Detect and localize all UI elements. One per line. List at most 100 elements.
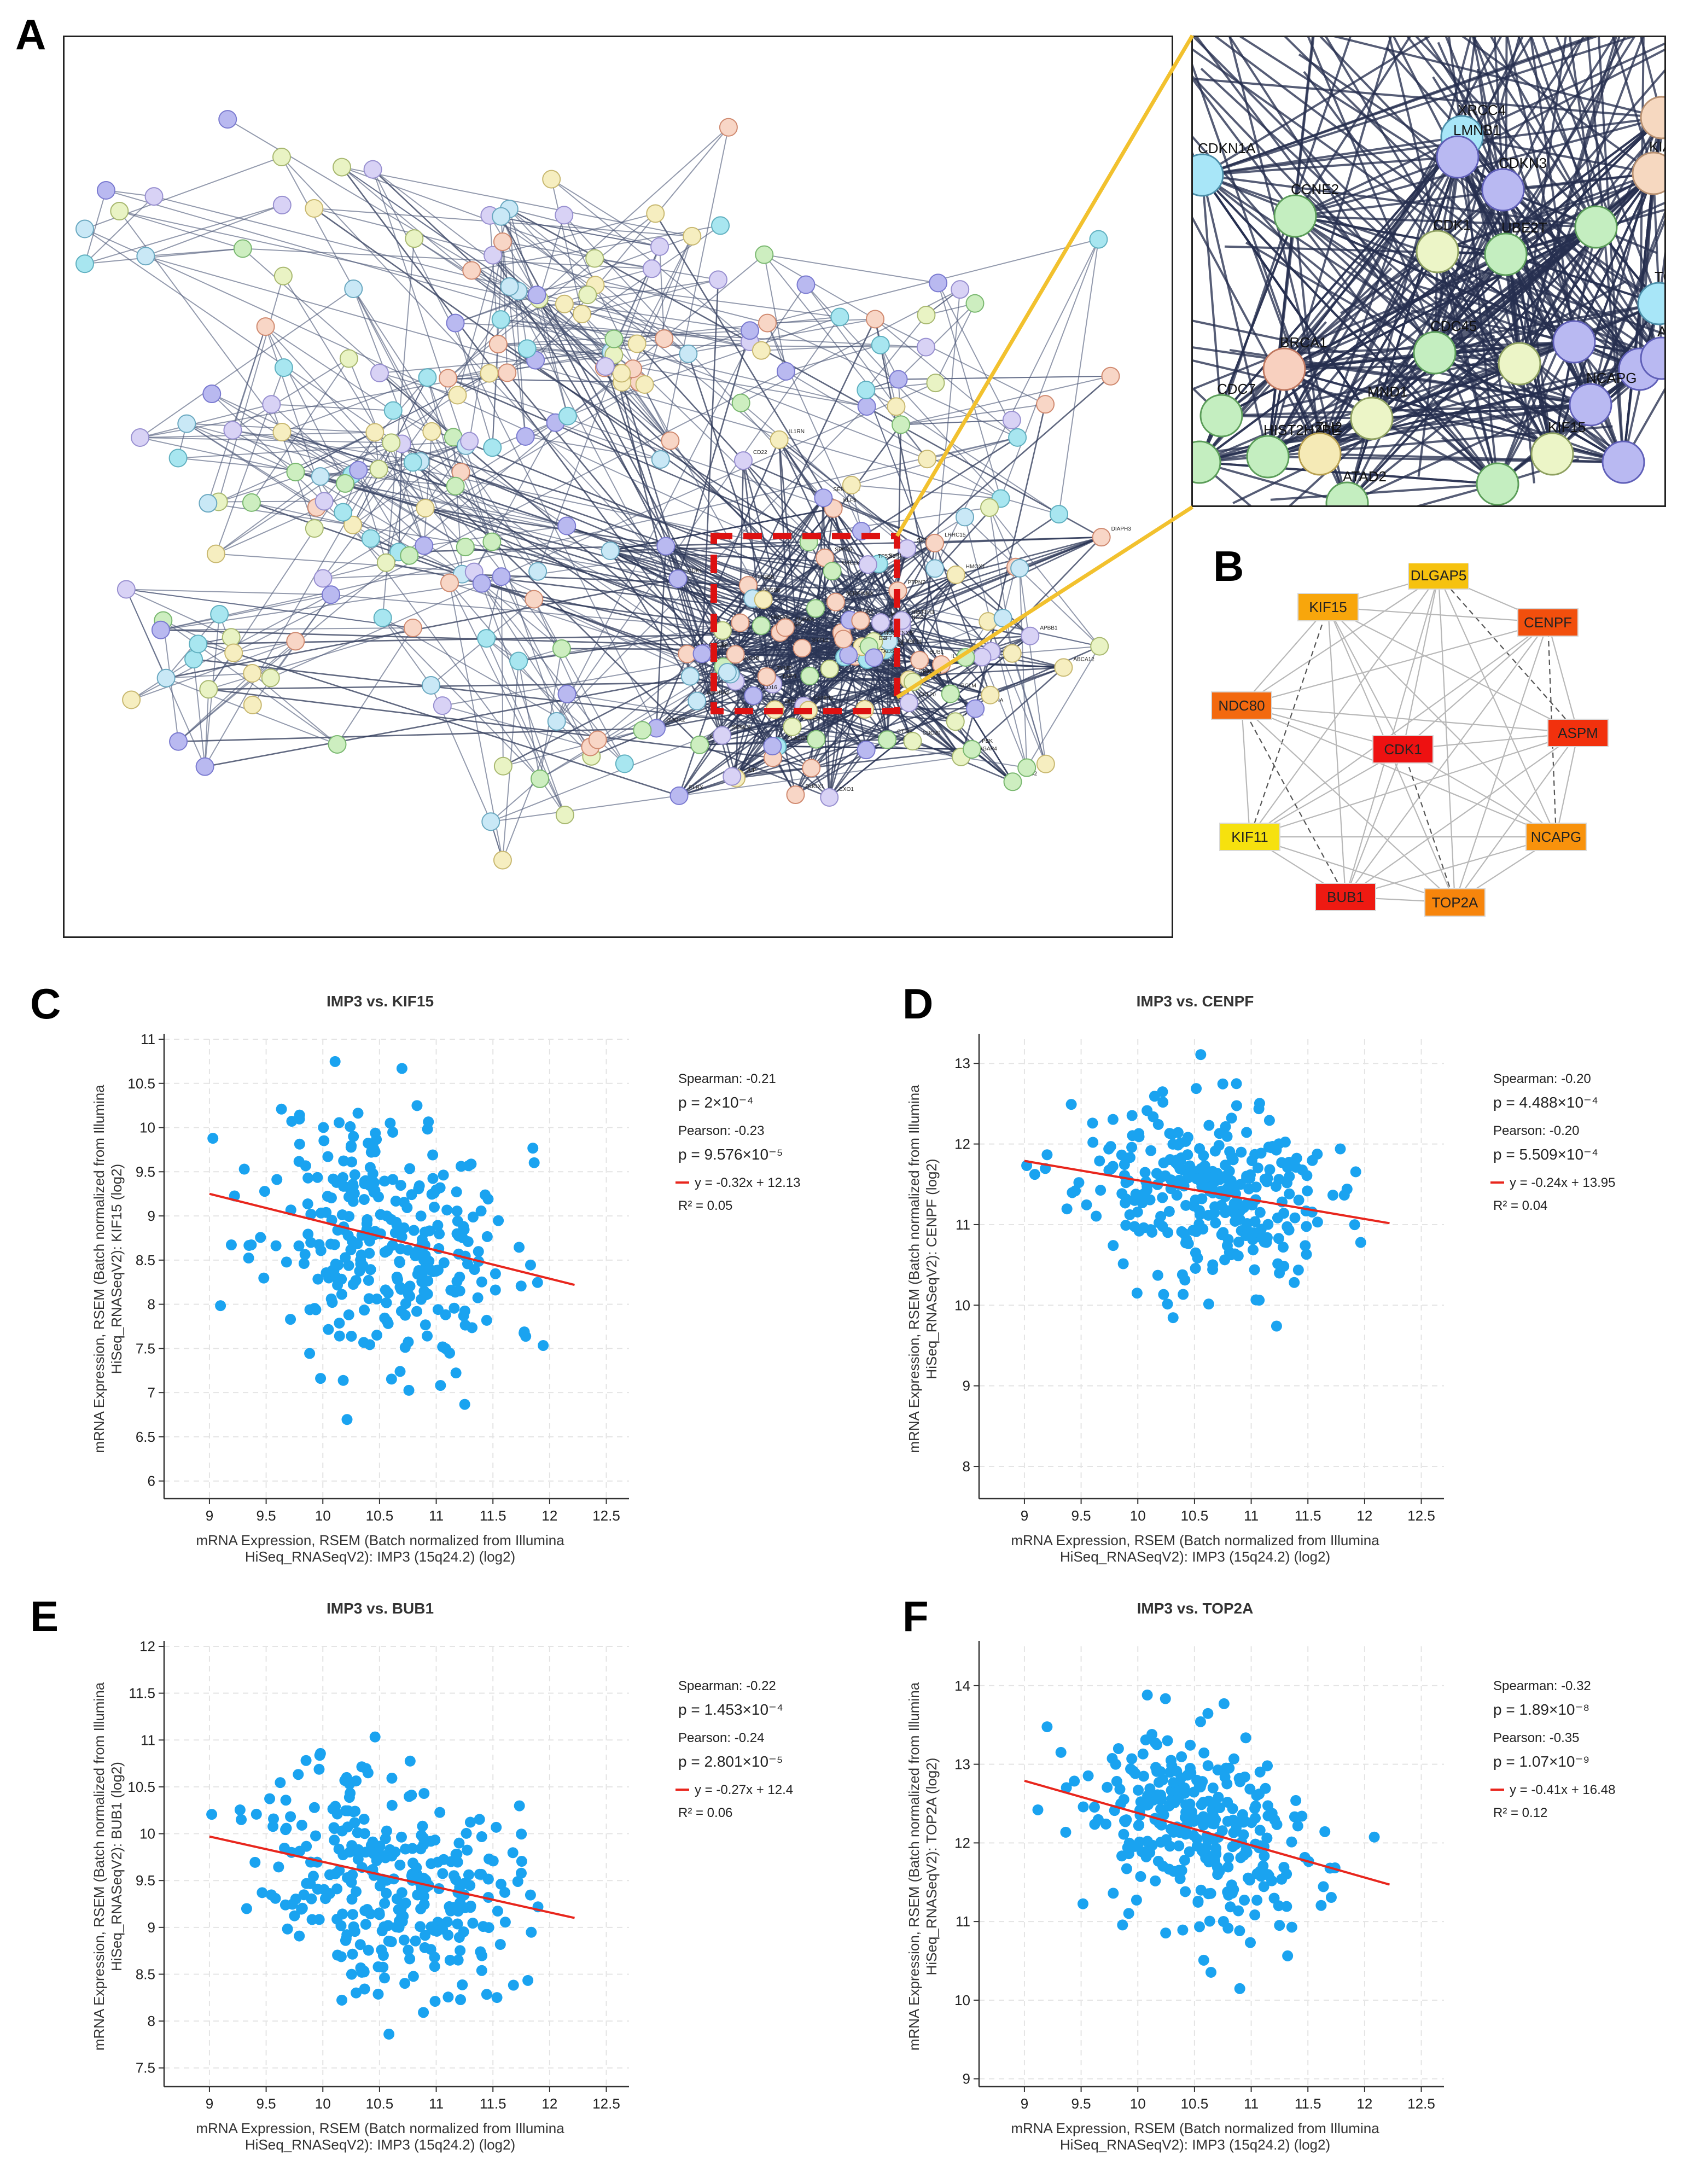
svg-text:DUOX2: DUOX2 bbox=[666, 718, 685, 724]
data-point bbox=[346, 1156, 358, 1168]
data-point bbox=[476, 1276, 487, 1288]
network-node bbox=[516, 427, 535, 446]
data-point bbox=[1251, 1790, 1262, 1801]
data-point bbox=[451, 1205, 463, 1217]
stats-line: R² = 0.12 bbox=[1493, 1806, 1547, 1820]
data-point bbox=[368, 1143, 380, 1155]
data-point bbox=[354, 1265, 365, 1277]
data-point bbox=[1222, 1796, 1233, 1808]
data-point bbox=[360, 1847, 371, 1858]
x-tick-label: 10.5 bbox=[366, 2095, 394, 2112]
data-point bbox=[1121, 1863, 1132, 1874]
data-point bbox=[347, 1279, 359, 1290]
data-point bbox=[1078, 1801, 1089, 1813]
svg-text:DENND1B: DENND1B bbox=[733, 656, 759, 662]
x-tick-label: 12 bbox=[1356, 2095, 1372, 2112]
data-point bbox=[1157, 1097, 1169, 1108]
data-point bbox=[336, 1825, 348, 1837]
data-point bbox=[362, 1767, 374, 1779]
data-point bbox=[334, 1865, 345, 1876]
network-node: HMGA1 bbox=[752, 615, 791, 635]
data-point bbox=[1100, 1818, 1111, 1830]
network-node bbox=[656, 537, 675, 556]
data-point bbox=[1165, 1824, 1177, 1835]
data-point bbox=[1107, 1114, 1119, 1125]
y-axis-label: HiSeq_RNASeqV2): TOP2A (log2) bbox=[923, 1758, 940, 1976]
svg-text:TP53I3: TP53I3 bbox=[878, 554, 896, 560]
data-point bbox=[1195, 1779, 1207, 1791]
data-point bbox=[1253, 1103, 1265, 1115]
data-point bbox=[302, 1172, 314, 1184]
data-point bbox=[428, 1201, 440, 1213]
svg-text:ELTB: ELTB bbox=[715, 642, 729, 648]
network-node bbox=[627, 334, 647, 353]
data-point bbox=[1234, 1983, 1245, 1994]
network-node: LRRC15 bbox=[925, 532, 966, 552]
data-point bbox=[1238, 1815, 1250, 1826]
data-point bbox=[491, 1821, 502, 1833]
network-node bbox=[802, 759, 821, 778]
data-point bbox=[1153, 1777, 1164, 1788]
data-point bbox=[215, 1300, 226, 1312]
x-tick-label: 11.5 bbox=[1295, 2095, 1321, 2112]
data-point bbox=[377, 1950, 389, 1961]
network-node bbox=[322, 585, 341, 604]
data-point bbox=[394, 1366, 406, 1377]
x-tick-label: 9 bbox=[206, 1507, 213, 1524]
data-point bbox=[255, 1232, 266, 1243]
network-node bbox=[440, 573, 459, 592]
data-point bbox=[532, 1277, 543, 1288]
x-tick-label: 12 bbox=[541, 1507, 557, 1524]
y-tick-label: 9 bbox=[148, 1919, 155, 1936]
network-node bbox=[547, 712, 566, 731]
data-point bbox=[381, 1825, 392, 1837]
data-point bbox=[1190, 1262, 1201, 1274]
data-point bbox=[1222, 1923, 1234, 1934]
data-point bbox=[337, 1375, 349, 1386]
network-node bbox=[752, 341, 771, 360]
data-point bbox=[395, 1831, 407, 1843]
data-point bbox=[1235, 1852, 1247, 1863]
y-tick-label: 10.5 bbox=[127, 1779, 155, 1795]
network-node bbox=[488, 335, 508, 354]
data-point bbox=[1200, 1853, 1212, 1864]
data-point bbox=[343, 1191, 354, 1203]
network-node: SERPINB3 bbox=[826, 591, 873, 611]
data-point bbox=[1221, 1240, 1233, 1251]
data-point bbox=[423, 1255, 435, 1267]
data-point bbox=[352, 1854, 364, 1865]
data-point bbox=[1187, 1225, 1199, 1236]
data-point bbox=[1233, 1236, 1244, 1248]
network-node: DUOX1 bbox=[786, 784, 824, 805]
data-point bbox=[441, 1204, 453, 1216]
data-point bbox=[507, 1847, 519, 1859]
svg-text:SASS6: SASS6 bbox=[762, 587, 781, 593]
data-point bbox=[259, 1186, 270, 1197]
data-point bbox=[1174, 1873, 1186, 1884]
data-point bbox=[372, 1191, 384, 1203]
network-node bbox=[491, 310, 510, 329]
data-point bbox=[302, 1198, 313, 1210]
data-point bbox=[1292, 1820, 1303, 1832]
network-node bbox=[1008, 428, 1027, 447]
data-point bbox=[299, 1249, 311, 1260]
network-node bbox=[256, 317, 275, 336]
network-node: ADORA2 bbox=[688, 690, 730, 710]
network-node bbox=[1089, 230, 1108, 249]
data-point bbox=[457, 1979, 468, 1990]
data-point bbox=[381, 1888, 392, 1899]
data-point bbox=[1289, 1212, 1301, 1224]
x-tick-label: 9 bbox=[1021, 1507, 1028, 1524]
data-point bbox=[449, 1302, 460, 1314]
y-tick-label: 9 bbox=[148, 1208, 155, 1224]
data-point bbox=[1202, 1760, 1214, 1772]
data-point bbox=[407, 1971, 419, 1982]
data-point bbox=[1249, 1264, 1260, 1276]
network-node bbox=[313, 569, 333, 588]
data-point bbox=[461, 1827, 472, 1839]
network-node bbox=[555, 294, 574, 313]
data-point bbox=[1131, 1288, 1143, 1299]
network-node: CDK1 bbox=[668, 568, 703, 589]
data-point bbox=[1349, 1219, 1360, 1231]
data-point bbox=[386, 1936, 397, 1948]
